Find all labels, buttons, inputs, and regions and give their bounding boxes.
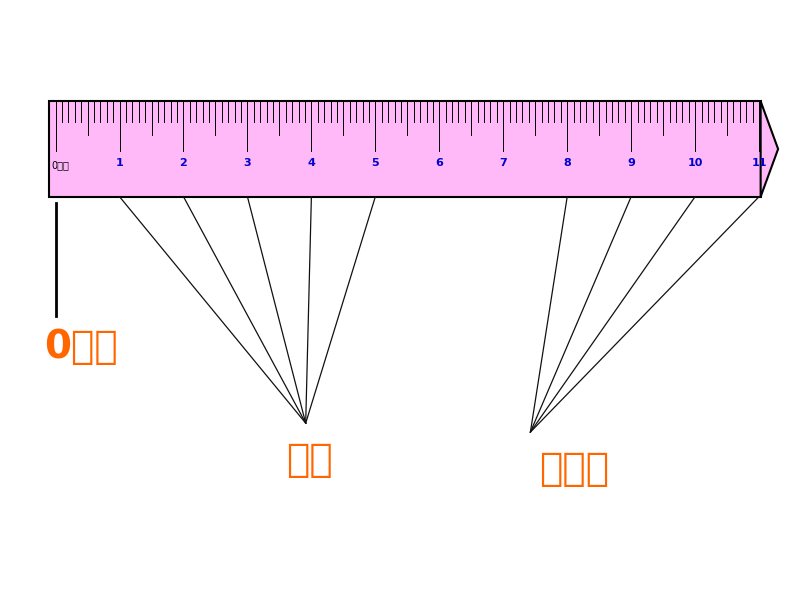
Text: 11: 11 [751,158,767,168]
Text: 10: 10 [688,158,703,168]
Text: 9: 9 [627,158,635,168]
Text: 5: 5 [372,158,380,168]
Text: 0刻度: 0刻度 [44,328,118,366]
Text: 8: 8 [563,158,571,168]
Text: 0厘米: 0厘米 [52,160,70,170]
Text: 2: 2 [179,158,187,168]
Text: 3: 3 [244,158,251,168]
Text: 刻度线: 刻度线 [539,450,609,488]
Polygon shape [761,101,778,197]
Text: 7: 7 [499,158,507,168]
Text: 4: 4 [307,158,315,168]
Text: 刻度: 刻度 [287,441,333,479]
Bar [49,101,761,197]
Text: 6: 6 [435,158,443,168]
Text: 1: 1 [116,158,123,168]
